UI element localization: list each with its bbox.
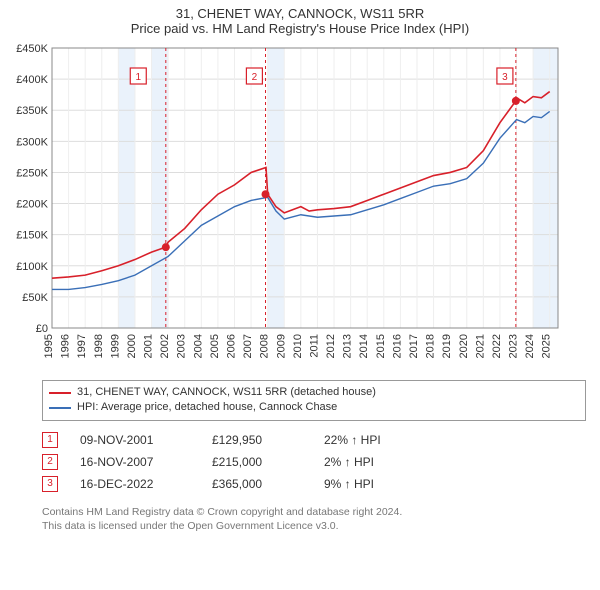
sale-marker: 1	[42, 432, 58, 448]
x-tick-label: 2005	[209, 334, 221, 358]
x-tick-label: 2014	[358, 334, 370, 358]
sale-date: 16-DEC-2022	[80, 477, 190, 491]
x-tick-label: 2019	[441, 334, 453, 358]
y-tick-label: £50K	[22, 292, 48, 304]
recession-band	[118, 48, 135, 328]
x-tick-label: 2012	[325, 334, 337, 358]
sale-row: 2 16-NOV-2007 £215,000 2% ↑ HPI	[42, 451, 586, 473]
x-tick-label: 2017	[408, 334, 420, 358]
sale-price: £215,000	[212, 455, 302, 469]
y-tick-label: £0	[36, 323, 48, 335]
x-tick-label: 2009	[275, 334, 287, 358]
footer-note: Contains HM Land Registry data © Crown c…	[42, 505, 586, 533]
title-line-2: Price paid vs. HM Land Registry's House …	[0, 21, 600, 36]
y-tick-label: £250K	[16, 167, 48, 179]
sales-table: 1 09-NOV-2001 £129,950 22% ↑ HPI 2 16-NOV-200…	[42, 429, 586, 495]
y-tick-label: £100K	[16, 261, 48, 273]
sale-row: 3 16-DEC-2022 £365,000 9% ↑ HPI	[42, 473, 586, 495]
y-tick-label: £300K	[16, 136, 48, 148]
x-tick-label: 2023	[508, 334, 520, 358]
legend-swatch	[49, 407, 71, 409]
x-tick-label: 1999	[109, 334, 121, 358]
recession-band	[533, 48, 558, 328]
y-tick-label: £150K	[16, 230, 48, 242]
sale-dot	[262, 190, 270, 198]
sale-price: £365,000	[212, 477, 302, 491]
sale-label-num: 3	[502, 72, 508, 83]
sale-delta: 9% ↑ HPI	[324, 477, 424, 491]
y-tick-label: £450K	[16, 43, 48, 55]
x-tick-label: 2008	[259, 334, 271, 358]
title-line-1: 31, CHENET WAY, CANNOCK, WS11 5RR	[0, 6, 600, 21]
sale-label-num: 2	[252, 72, 258, 83]
sale-date: 16-NOV-2007	[80, 455, 190, 469]
x-tick-label: 2003	[176, 334, 188, 358]
sale-dot	[162, 243, 170, 251]
legend-row: HPI: Average price, detached house, Cann…	[49, 400, 579, 415]
legend: 31, CHENET WAY, CANNOCK, WS11 5RR (detac…	[42, 380, 586, 421]
x-tick-label: 2006	[225, 334, 237, 358]
x-tick-label: 1997	[76, 334, 88, 358]
x-tick-label: 2016	[391, 334, 403, 358]
y-tick-label: £200K	[16, 199, 48, 211]
footer-line-1: Contains HM Land Registry data © Crown c…	[42, 505, 586, 519]
sale-row: 1 09-NOV-2001 £129,950 22% ↑ HPI	[42, 429, 586, 451]
legend-row: 31, CHENET WAY, CANNOCK, WS11 5RR (detac…	[49, 385, 579, 400]
x-tick-label: 2021	[474, 334, 486, 358]
sale-marker: 3	[42, 476, 58, 492]
x-tick-label: 2018	[425, 334, 437, 358]
x-tick-label: 1995	[43, 334, 55, 358]
sale-price: £129,950	[212, 433, 302, 447]
x-tick-label: 2015	[375, 334, 387, 358]
x-tick-label: 2020	[458, 334, 470, 358]
recession-band	[268, 48, 285, 328]
sale-label-num: 1	[135, 72, 141, 83]
x-tick-label: 2022	[491, 334, 503, 358]
x-tick-label: 2025	[541, 334, 553, 358]
sale-date: 09-NOV-2001	[80, 433, 190, 447]
footer-line-2: This data is licensed under the Open Gov…	[42, 519, 586, 533]
sale-delta: 2% ↑ HPI	[324, 455, 424, 469]
sale-delta: 22% ↑ HPI	[324, 433, 424, 447]
x-tick-label: 2024	[524, 334, 536, 358]
x-tick-label: 2013	[342, 334, 354, 358]
chart: £0 £50K £100K £150K £200K £250K £300K £350K £400…	[10, 42, 590, 372]
x-tick-label: 2002	[159, 334, 171, 358]
x-tick-label: 2001	[143, 334, 155, 358]
x-tick-label: 1996	[60, 334, 72, 358]
x-tick-label: 2010	[292, 334, 304, 358]
x-tick-label: 2007	[242, 334, 254, 358]
legend-swatch	[49, 392, 71, 394]
legend-label: 31, CHENET WAY, CANNOCK, WS11 5RR (detac…	[77, 385, 376, 400]
sale-marker: 2	[42, 454, 58, 470]
y-tick-label: £350K	[16, 105, 48, 117]
x-tick-label: 1998	[93, 334, 105, 358]
sale-dot	[512, 97, 520, 105]
title-block: 31, CHENET WAY, CANNOCK, WS11 5RR Price …	[0, 0, 600, 38]
legend-label: HPI: Average price, detached house, Cann…	[77, 400, 337, 415]
x-tick-label: 2011	[308, 334, 320, 358]
x-tick-label: 2004	[192, 334, 204, 358]
x-tick-label: 2000	[126, 334, 138, 358]
chart-svg: £0 £50K £100K £150K £200K £250K £300K £350K £400…	[10, 42, 570, 372]
y-tick-label: £400K	[16, 74, 48, 86]
